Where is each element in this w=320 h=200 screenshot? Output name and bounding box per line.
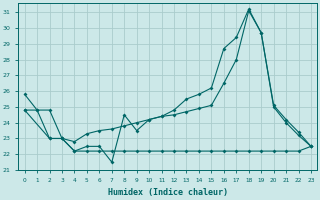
X-axis label: Humidex (Indice chaleur): Humidex (Indice chaleur) xyxy=(108,188,228,197)
